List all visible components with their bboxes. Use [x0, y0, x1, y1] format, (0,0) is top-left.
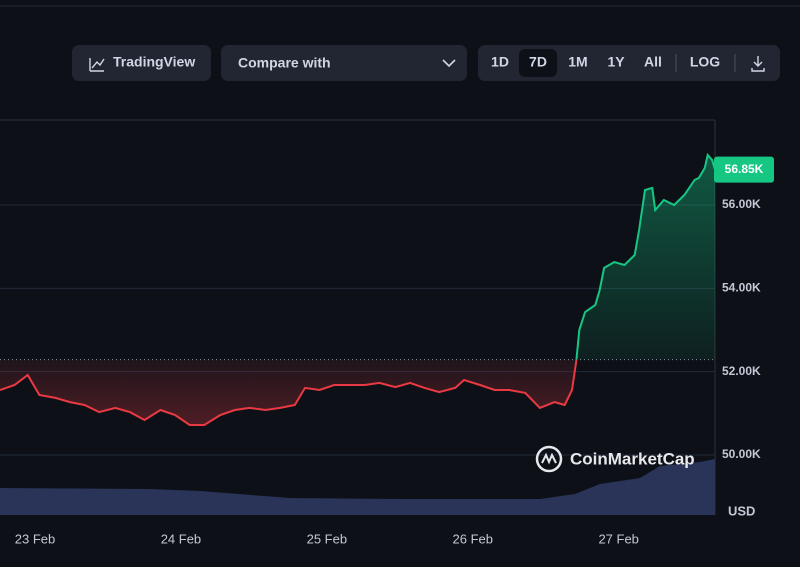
plot — [0, 152, 716, 456]
watermark-text: CoinMarketCap — [570, 449, 695, 468]
tradingview-button[interactable] — [72, 45, 211, 81]
watermark-logo — [535, 445, 563, 473]
x-tick-label: 25 Feb — [307, 531, 347, 546]
tradingview-label: TradingView — [113, 54, 195, 70]
x-tick-label: 24 Feb — [161, 531, 201, 546]
x-tick-label: 27 Feb — [598, 531, 638, 546]
last-price-badge — [714, 156, 774, 183]
download-button[interactable] — [751, 56, 765, 72]
log-button[interactable]: LOG — [690, 54, 720, 70]
unit-label: USD — [728, 503, 755, 518]
last-price-label: 56.85K — [725, 162, 764, 176]
range-button[interactable]: 1Y — [607, 54, 625, 70]
price-line — [0, 152, 716, 426]
watermark: CoinMarketCap — [535, 445, 695, 473]
range-buttons: 1D 7D 1M 1Y All — [491, 49, 662, 77]
range-button[interactable]: 1D — [491, 54, 509, 70]
range-active-bg — [519, 49, 557, 77]
range-button[interactable]: 7D — [529, 54, 547, 70]
range-button[interactable]: 1M — [568, 54, 587, 70]
y-tick-label: 54.00K — [722, 281, 761, 295]
x-tick-label: 26 Feb — [453, 531, 493, 546]
y-tick-label: 56.00K — [722, 197, 761, 211]
watermark-logo-mark — [541, 452, 557, 465]
volume-area — [0, 459, 715, 515]
price-area — [0, 155, 715, 425]
y-tick-label: 52.00K — [722, 364, 761, 378]
compare-dropdown[interactable] — [221, 45, 467, 81]
y-tick-label: 50.00K — [722, 447, 761, 461]
x-tick-label: 23 Feb — [15, 531, 55, 546]
compare-label: Compare with — [238, 55, 331, 71]
tradingview-icon — [89, 58, 105, 72]
dropdown-arrow — [442, 59, 456, 68]
range-button[interactable]: All — [644, 54, 662, 70]
